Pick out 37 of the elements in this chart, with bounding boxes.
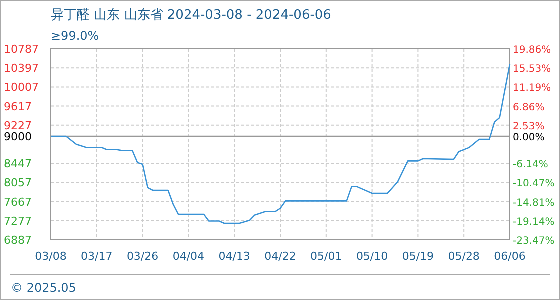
chart-subtitle: ≥99.0% bbox=[51, 29, 100, 43]
x-tick-label: 05/28 bbox=[448, 250, 480, 263]
x-tick-label: 04/22 bbox=[264, 250, 296, 263]
y2-tick-label: -23.47% bbox=[513, 236, 555, 247]
x-tick-label: 05/19 bbox=[402, 250, 434, 263]
y-tick-label: 9000 bbox=[4, 130, 32, 144]
y2-tick-label: 11.19% bbox=[513, 83, 552, 94]
y2-tick-label: -10.47% bbox=[513, 178, 555, 190]
y-tick-label: 10397 bbox=[4, 62, 39, 76]
x-tick-label: 03/17 bbox=[81, 250, 113, 263]
y2-tick-label: 19.86% bbox=[513, 45, 552, 56]
y2-tick-label: 15.53% bbox=[513, 64, 552, 76]
y-tick-label: 7667 bbox=[4, 196, 32, 209]
x-tick-label: 03/08 bbox=[35, 250, 67, 263]
x-tick-label: 04/04 bbox=[172, 250, 205, 263]
x-tick-label: 05/10 bbox=[356, 250, 388, 263]
y2-tick-label: 6.86% bbox=[513, 102, 545, 114]
y-tick-label: 8447 bbox=[4, 158, 32, 171]
y-tick-label: 6887 bbox=[4, 234, 32, 247]
y-tick-label: 10007 bbox=[4, 81, 39, 94]
y-tick-label: 8057 bbox=[4, 176, 32, 190]
y2-tick-label: -19.14% bbox=[513, 216, 555, 228]
line-series bbox=[50, 64, 511, 224]
x-tick-label: 04/13 bbox=[218, 250, 250, 263]
x-tick-label: 03/26 bbox=[126, 250, 159, 263]
y-tick-label: 10787 bbox=[4, 43, 39, 56]
x-tick-label: 05/01 bbox=[310, 250, 342, 263]
chart-title: 异丁醛 山东 山东省 2024-03-08 - 2024-06-06 bbox=[51, 8, 332, 23]
text: © 2025.05 bbox=[11, 281, 76, 295]
y-tick-label: 7277 bbox=[4, 214, 32, 228]
y2-tick-label: 2.53% bbox=[513, 121, 545, 132]
y2-tick-label: -14.81% bbox=[513, 198, 555, 209]
y2-tick-label: 0.00% bbox=[513, 132, 545, 144]
y-tick-label: 9227 bbox=[4, 119, 32, 132]
y-tick-label: 9617 bbox=[4, 100, 32, 114]
x-tick-label: 06/06 bbox=[494, 250, 526, 263]
y2-tick-label: -6.14% bbox=[513, 160, 548, 171]
